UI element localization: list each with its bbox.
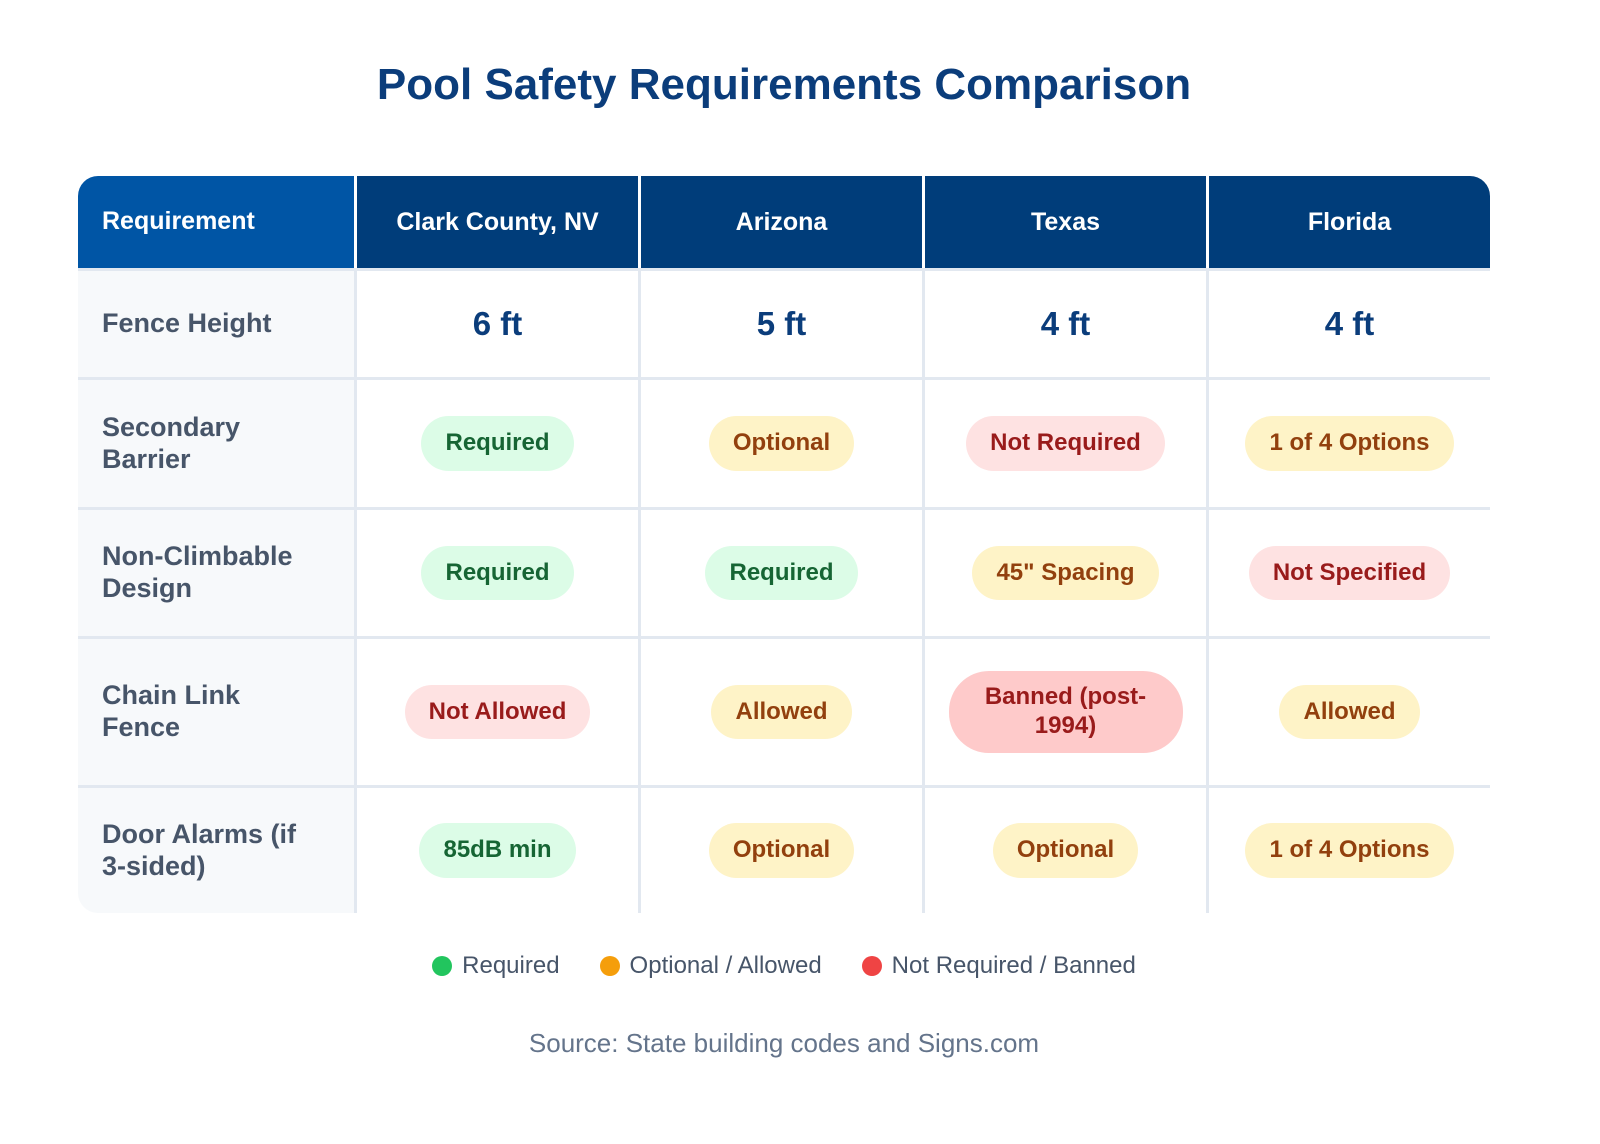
cell: 4 ft	[922, 268, 1206, 377]
cell: Not Allowed	[354, 636, 638, 785]
cell: Required	[638, 507, 922, 636]
badge: Banned (post-1994)	[948, 671, 1183, 753]
cell: 5 ft	[638, 268, 922, 377]
cell: Allowed	[1206, 636, 1490, 785]
cell: Optional	[922, 785, 1206, 913]
badge: Required	[705, 545, 858, 601]
badge: 1 of 4 Options	[1245, 416, 1454, 471]
cell: 6 ft	[354, 268, 638, 377]
row-label: Secondary Barrier	[78, 377, 354, 507]
value: 4 ft	[1040, 305, 1091, 342]
cell: Allowed	[638, 636, 922, 785]
badge: Allowed	[711, 684, 852, 740]
legend-dot	[599, 956, 620, 976]
header-cell: Florida	[1206, 176, 1490, 268]
title: Pool Safety Requirements Comparison	[376, 60, 1192, 109]
header-cell: Arizona	[638, 176, 922, 268]
header-cell: Clark County, NV	[354, 176, 638, 268]
badge: Not Specified	[1248, 545, 1451, 601]
legend-label: Required	[462, 952, 560, 979]
row-label: Non-Climbable Design	[78, 507, 354, 636]
badge: 1 of 4 Options	[1245, 823, 1454, 878]
cell: Required	[354, 507, 638, 636]
legend: Required Optional / Allowed Not Required…	[0, 952, 1568, 980]
row-label: Fence Height	[78, 268, 354, 377]
cell: Not Specified	[1206, 507, 1490, 636]
cell: Optional	[638, 377, 922, 507]
legend-label: Not Required / Banned	[891, 952, 1136, 979]
badge: Optional	[992, 823, 1139, 878]
legend-item: Required	[432, 952, 560, 980]
header-cell: Requirement	[78, 176, 354, 268]
badge: Optional	[708, 823, 855, 878]
badge: Required	[421, 416, 574, 471]
badge: Not Allowed	[404, 684, 591, 740]
header-cell: Texas	[922, 176, 1206, 268]
row-label: Chain Link Fence	[78, 636, 354, 785]
cell: Banned (post-1994)	[922, 636, 1206, 785]
legend-dot	[432, 956, 453, 976]
source: Source: State building codes and Signs.c…	[528, 1028, 1040, 1058]
badge: 85dB min	[419, 823, 576, 878]
row-label: Door Alarms (if 3-sided)	[78, 785, 354, 913]
cell: 1 of 4 Options	[1206, 377, 1490, 507]
comparison-table: Requirement Clark County, NV Arizona Tex…	[78, 176, 1490, 913]
badge: Allowed	[1279, 684, 1420, 740]
badge: Required	[421, 545, 574, 601]
legend-label: Optional / Allowed	[629, 952, 822, 979]
badge: Not Required	[966, 416, 1165, 471]
badge: 45" Spacing	[972, 545, 1159, 601]
cell: 4 ft	[1206, 268, 1490, 377]
legend-item: Not Required / Banned	[861, 952, 1136, 980]
cell: 1 of 4 Options	[1206, 785, 1490, 913]
badge: Optional	[708, 416, 855, 471]
value: 6 ft	[472, 305, 523, 342]
cell: 85dB min	[354, 785, 638, 913]
value: 4 ft	[1324, 305, 1375, 342]
cell: Not Required	[922, 377, 1206, 507]
cell: Required	[354, 377, 638, 507]
legend-dot	[861, 956, 882, 976]
legend-item: Optional / Allowed	[599, 952, 822, 980]
cell: 45" Spacing	[922, 507, 1206, 636]
value: 5 ft	[756, 305, 807, 342]
cell: Optional	[638, 785, 922, 913]
